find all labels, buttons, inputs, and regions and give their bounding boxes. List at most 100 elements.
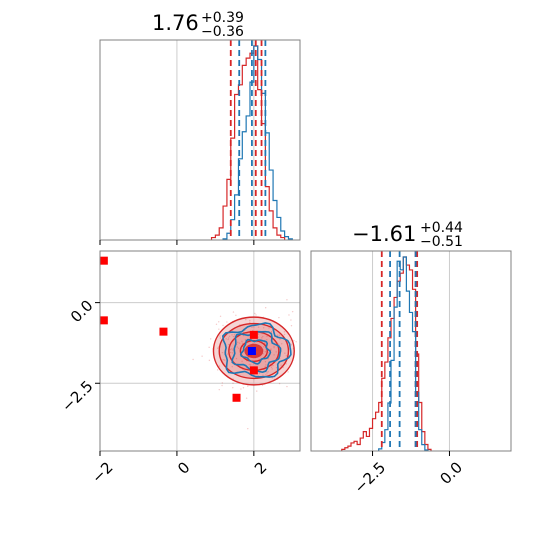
joint-sample-point	[288, 314, 290, 316]
joint-sample-point	[287, 371, 289, 373]
joint-sample-point	[218, 328, 220, 330]
joint-red-marker-5	[249, 366, 258, 375]
joint-sample-point	[246, 353, 249, 355]
joint-sample-point	[241, 360, 243, 363]
joint-sample-point	[208, 346, 210, 349]
joint-sample-point	[263, 342, 266, 344]
joint-sample-point	[245, 397, 248, 399]
joint-sample-point	[270, 330, 273, 333]
joint-sample-point	[225, 338, 227, 340]
marginal-1-hist-red	[210, 45, 286, 240]
joint-red-marker-3	[232, 393, 241, 402]
marginal-2-xtick-label-0: −2.5	[351, 458, 389, 496]
joint-sample-point	[236, 346, 239, 348]
joint-sample-point	[249, 319, 251, 322]
joint-sample-point	[217, 347, 219, 349]
joint-sample-point	[258, 354, 260, 357]
joint-sample-point	[222, 358, 224, 361]
joint-sample-point	[261, 350, 263, 352]
marginal-1-title-value: 1.76	[152, 11, 199, 35]
joint-xtick-label-0: −2	[88, 458, 116, 486]
joint-sample-point	[218, 388, 220, 391]
joint-sample-point	[264, 351, 267, 353]
joint-sample-point	[285, 363, 287, 365]
marginal-1-hist-blue	[222, 45, 293, 240]
joint-sample-point	[252, 343, 254, 345]
joint-sample-point	[270, 348, 272, 350]
joint-sample-point	[279, 338, 281, 340]
marginal-2-title-minus: −0.51	[420, 234, 463, 250]
joint-sample-point	[265, 364, 267, 366]
marginal-2-frame	[310, 250, 512, 452]
joint-sample-point	[228, 335, 231, 337]
joint-sample-point	[262, 353, 264, 355]
joint-sample-point	[249, 364, 252, 366]
joint-sample-point	[266, 335, 268, 337]
joint-sample-point	[231, 352, 234, 354]
joint-sample-point	[247, 385, 249, 387]
joint-sample-point	[267, 371, 269, 373]
red-contour-line-2	[218, 322, 290, 380]
marginal-1-frame	[99, 39, 301, 241]
marginal-2-hist-blue	[378, 256, 429, 451]
joint-sample-point	[283, 331, 286, 333]
joint-sample-point	[245, 318, 247, 321]
joint-sample-point	[249, 354, 252, 357]
joint-sample-point	[264, 361, 267, 363]
joint-sample-point	[209, 338, 212, 340]
joint-sample-point	[208, 359, 211, 362]
joint-sample-point	[267, 352, 269, 354]
joint-sample-point	[247, 354, 250, 357]
joint-sample-point	[284, 352, 286, 354]
joint-sample-point	[256, 390, 258, 392]
joint-sample-point	[201, 355, 203, 357]
marginal-1-title-plus: +0.39	[201, 10, 244, 26]
joint-sample-point	[231, 348, 233, 350]
joint-sample-point	[272, 364, 274, 367]
joint-sample-point	[223, 359, 226, 361]
joint-sample-point	[233, 333, 236, 336]
joint-sample-point	[278, 334, 281, 336]
joint-sample-point	[273, 354, 275, 356]
joint-sample-point	[258, 372, 261, 375]
joint-sample-point	[192, 358, 194, 361]
joint-sample-point	[273, 346, 275, 349]
joint-sample-point	[253, 326, 255, 328]
joint-sample-point	[261, 384, 264, 387]
joint-sample-point	[231, 366, 233, 368]
joint-sample-point	[249, 321, 251, 324]
marginal-2-title: −1.61	[352, 222, 416, 246]
joint-sample-point	[221, 382, 224, 384]
joint-sample-point	[254, 357, 257, 359]
joint-sample-point	[290, 344, 293, 346]
joint-sample-point	[229, 351, 232, 354]
joint-sample-point	[250, 354, 253, 357]
joint-sample-point	[280, 364, 282, 366]
joint-sample-point	[258, 344, 260, 347]
joint-sample-point	[218, 321, 220, 323]
joint-sample-point	[266, 372, 268, 374]
joint-sample-point	[290, 319, 292, 321]
joint-sample-point	[235, 314, 237, 316]
joint-sample-point	[231, 334, 233, 336]
joint-sample-point	[226, 321, 228, 323]
joint-xtick-label-1: 0	[174, 458, 193, 477]
joint-ytick-label-0: −2.5	[58, 377, 96, 415]
marginal-2-title-plus: +0.44	[420, 220, 463, 236]
marginal-2-title-value: −1.61	[352, 222, 416, 246]
joint-sample-point	[286, 385, 288, 388]
joint-sample-point	[262, 335, 264, 338]
joint-sample-point	[271, 377, 273, 379]
joint-sample-point	[215, 323, 218, 325]
joint-sample-point	[257, 333, 260, 335]
data-layer	[99, 40, 432, 451]
joint-sample-point	[219, 337, 222, 339]
joint-xtick-label-2: 2	[251, 458, 270, 477]
joint-sample-point	[278, 316, 280, 319]
joint-sample-point	[219, 315, 222, 318]
joint-sample-point	[257, 326, 260, 328]
joint-sample-point	[256, 349, 258, 352]
blue-contour-line-0	[239, 338, 272, 365]
marginal-1-title: 1.76	[152, 11, 199, 35]
joint-sample-point	[218, 365, 221, 367]
